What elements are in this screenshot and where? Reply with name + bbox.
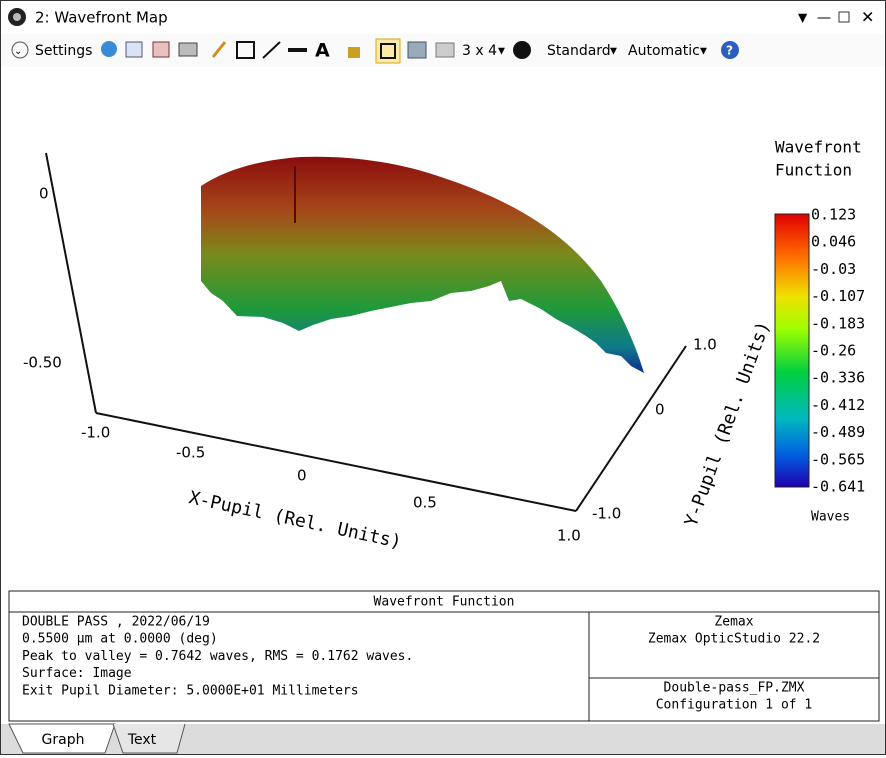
print-icon[interactable] (178, 42, 198, 57)
y-axis (575, 345, 687, 512)
x-axis-label: X-Pupil (Rel. Units) (187, 487, 403, 553)
tab-graph[interactable] (8, 723, 116, 754)
info-line: Surface: Image (22, 666, 132, 681)
minimize-button[interactable]: — (817, 10, 831, 26)
layout-icon-inner (380, 43, 396, 59)
tab-label[interactable]: Text (127, 732, 157, 748)
colorbar-label: -0.183 (811, 314, 865, 332)
tab-label[interactable]: Graph (42, 732, 85, 748)
x-axis (95, 412, 577, 512)
info-right-text: Zemax OpticStudio 22.2 (648, 632, 820, 647)
info-left: DOUBLE PASS , 2022/06/19 0.5500 µm at 0.0… (22, 615, 413, 699)
colorbar-label: -0.489 (811, 423, 865, 441)
info-line: 0.5500 µm at 0.0000 (deg) (22, 632, 218, 647)
layout-icon[interactable] (375, 38, 401, 64)
x-tick-label: 0.5 (413, 494, 437, 512)
info-line: Peak to valley = 0.7642 waves, RMS = 0.1… (22, 649, 413, 664)
z-axis (45, 152, 97, 414)
colorbar-label: -0.336 (811, 369, 865, 387)
legend-unit: Waves (811, 510, 850, 525)
info-box (8, 590, 880, 722)
arrow-icon[interactable] (262, 41, 281, 59)
wavefront-surface (201, 156, 644, 373)
z-tick-label: 0 (39, 185, 49, 203)
rectangle-icon[interactable] (236, 41, 255, 59)
y-tick-label: 0 (655, 401, 665, 419)
x-tick-label: 0 (297, 467, 307, 485)
info-right-text: Zemax (714, 615, 753, 630)
colorbar-label: -0.107 (811, 287, 865, 305)
x-tick-label: -0.5 (176, 444, 205, 462)
copy-icon[interactable] (125, 41, 143, 58)
save-icon[interactable] (152, 41, 170, 58)
z-tick-label: -0.50 (23, 354, 62, 372)
app-icon-center (13, 13, 21, 21)
title-bar (1, 1, 885, 34)
info-right-text: Configuration 1 of 1 (656, 698, 813, 713)
refresh-icon[interactable] (101, 41, 117, 57)
colorbar-label: -0.26 (811, 342, 856, 360)
settings-button[interactable]: Settings (35, 43, 92, 59)
colorbar-label: 0.046 (811, 233, 856, 251)
settings-toggle[interactable] (11, 41, 29, 59)
colorbar-label: 0.123 (811, 206, 856, 224)
legend-title: Wavefront (775, 138, 862, 157)
colorbar-labels: 0.123 0.046 -0.03 -0.107 -0.183 -0.26 -0.336 -0… (811, 206, 865, 496)
standard-dropdown[interactable]: Standard (547, 43, 611, 59)
help-icon[interactable] (721, 41, 739, 59)
automatic-dropdown[interactable]: Automatic (628, 43, 700, 59)
y-tick-label: 1.0 (693, 336, 717, 354)
legend-title: Function (775, 161, 852, 180)
info-line: Exit Pupil Diameter: 5.0000E+01 Millimet… (22, 683, 359, 698)
info-right-text: Double-pass_FP.ZMX (664, 681, 805, 696)
menu-button[interactable]: ▼ (798, 11, 808, 25)
colorbar-label: -0.641 (811, 478, 865, 496)
colorbar (774, 213, 810, 488)
y-tick-label: -1.0 (592, 505, 621, 523)
tab-text[interactable] (112, 723, 186, 754)
x-tick-label: 1.0 (557, 527, 581, 545)
layout-dropdown[interactable]: 3 x 4 (462, 43, 497, 59)
window-icon[interactable] (407, 41, 427, 59)
x-tick-label: -1.0 (81, 424, 110, 442)
pen-icon[interactable] (211, 41, 227, 58)
colorbar-label: -0.03 (811, 260, 856, 278)
dropdown-arrow: ▼ (610, 47, 617, 57)
dropdown-arrow: ▼ (498, 47, 505, 57)
colorbar-label: -0.565 (811, 450, 865, 468)
settings-chevron: ⌄ (14, 46, 22, 57)
help-icon-mark: ? (726, 44, 733, 58)
info-line: DOUBLE PASS , 2022/06/19 (22, 615, 210, 630)
dropdown-arrow: ▼ (700, 47, 707, 57)
lock-icon[interactable] (348, 47, 360, 58)
info-title: Wavefront Function (374, 595, 515, 610)
window-title: 2: Wavefront Map (35, 9, 168, 27)
close-button[interactable]: ✕ (861, 8, 874, 27)
colorbar-label: -0.412 (811, 396, 865, 414)
maximize-button[interactable] (838, 11, 850, 23)
rotate-icon[interactable] (513, 41, 531, 59)
stack-icon[interactable] (435, 42, 455, 58)
text-icon[interactable]: A (315, 40, 330, 62)
